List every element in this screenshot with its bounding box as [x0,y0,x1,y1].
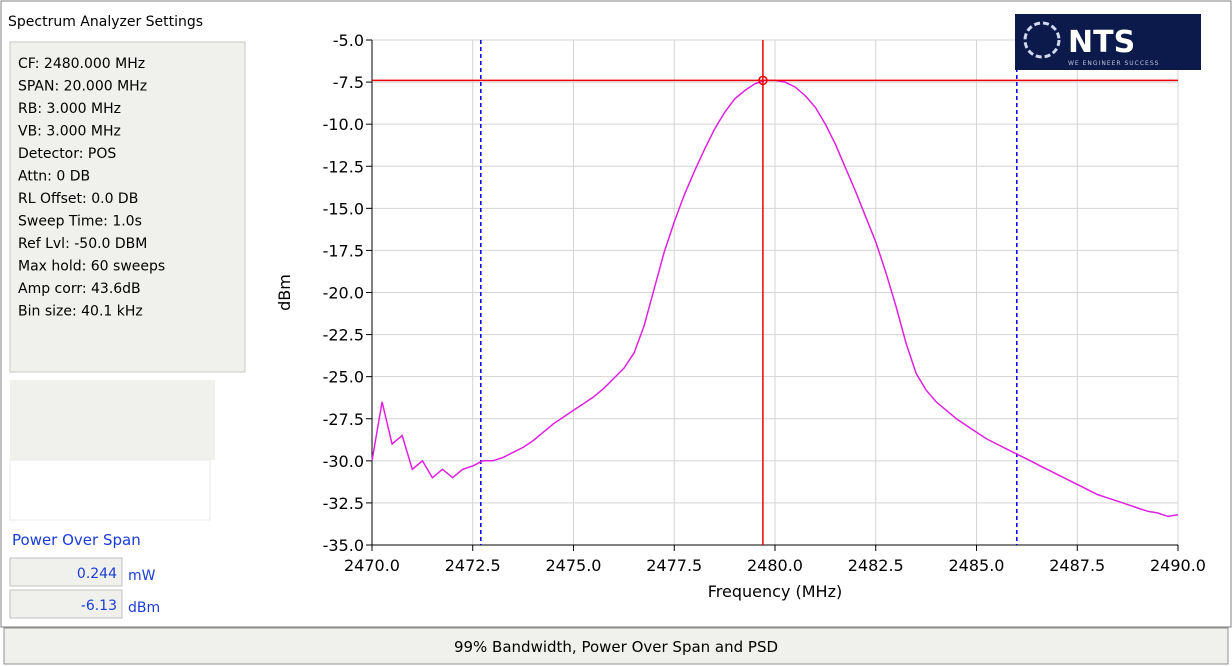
x-axis-label: Frequency (MHz) [708,582,842,601]
setting-line: Bin size: 40.1 kHz [18,304,143,320]
blank-field [9,459,211,521]
y-tick-label: -27.5 [323,410,364,429]
reading-value: 0.244 [77,566,117,582]
setting-line: Sweep Time: 1.0s [18,214,142,230]
y-tick-label: -20.0 [323,284,364,303]
setting-line: RB: 3.000 MHz [18,101,121,117]
x-tick-label: 2470.0 [344,556,400,575]
x-tick-label: 2477.5 [646,556,702,575]
y-tick-label: -32.5 [323,494,364,513]
x-tick-label: 2490.0 [1150,556,1206,575]
power-label: Power Over Span [12,531,141,549]
panel-title: Spectrum Analyzer Settings [8,14,203,30]
setting-line: RL Offset: 0.0 DB [18,191,138,207]
reading-unit: dBm [128,600,160,616]
setting-line: Max hold: 60 sweeps [18,259,165,275]
setting-line: Ref Lvl: -50.0 DBM [18,236,147,252]
reading-unit: mW [128,568,156,584]
settings-box [9,41,246,373]
y-tick-label: -30.0 [323,452,364,471]
y-tick-label: -17.5 [323,241,364,260]
setting-line: Attn: 0 DB [18,169,90,185]
x-tick-label: 2475.0 [546,556,602,575]
reading-value: -6.13 [81,598,117,614]
y-tick-label: -12.5 [323,157,364,176]
logo-text: NTS [1068,25,1135,60]
y-tick-label: -15.0 [323,199,364,218]
y-tick-label: -22.5 [323,326,364,345]
y-tick-label: -7.5 [333,73,364,92]
cursor-point [758,75,768,86]
logo-emblem [1023,21,1061,59]
y-tick-label: -5.0 [333,31,364,50]
setting-line: Detector: POS [18,146,116,162]
x-tick-label: 2487.5 [1049,556,1105,575]
y-axis-label: dBm [275,274,294,311]
footer-text: 99% Bandwidth, Power Over Span and PSD [454,638,778,656]
y-tick-label: -25.0 [323,368,364,387]
x-tick-label: 2472.5 [445,556,501,575]
y-tick-label: -35.0 [323,536,364,555]
footer-bar [3,627,1229,665]
setting-line: SPAN: 20.000 MHz [18,79,147,95]
plot: -5.0 -7.5 -10.0 -12.5 -15.0 -17.5 -20.0 -22.5 -2… [275,31,1206,601]
setting-line: Amp corr: 43.6dB [18,281,141,297]
y-tick-label: -10.0 [323,115,364,134]
blank-box [10,380,215,460]
x-tick-label: 2482.5 [848,556,904,575]
setting-line: VB: 3.000 MHz [18,124,121,140]
setting-line: CF: 2480.000 MHz [18,56,145,72]
reading-box [9,589,123,619]
reading-box [9,557,123,587]
x-tick-label: 2485.0 [949,556,1005,575]
frame [0,0,1232,628]
logo-tagline: WE ENGINEER SUCCESS [1068,60,1159,67]
x-tick-label: 2480.0 [747,556,803,575]
